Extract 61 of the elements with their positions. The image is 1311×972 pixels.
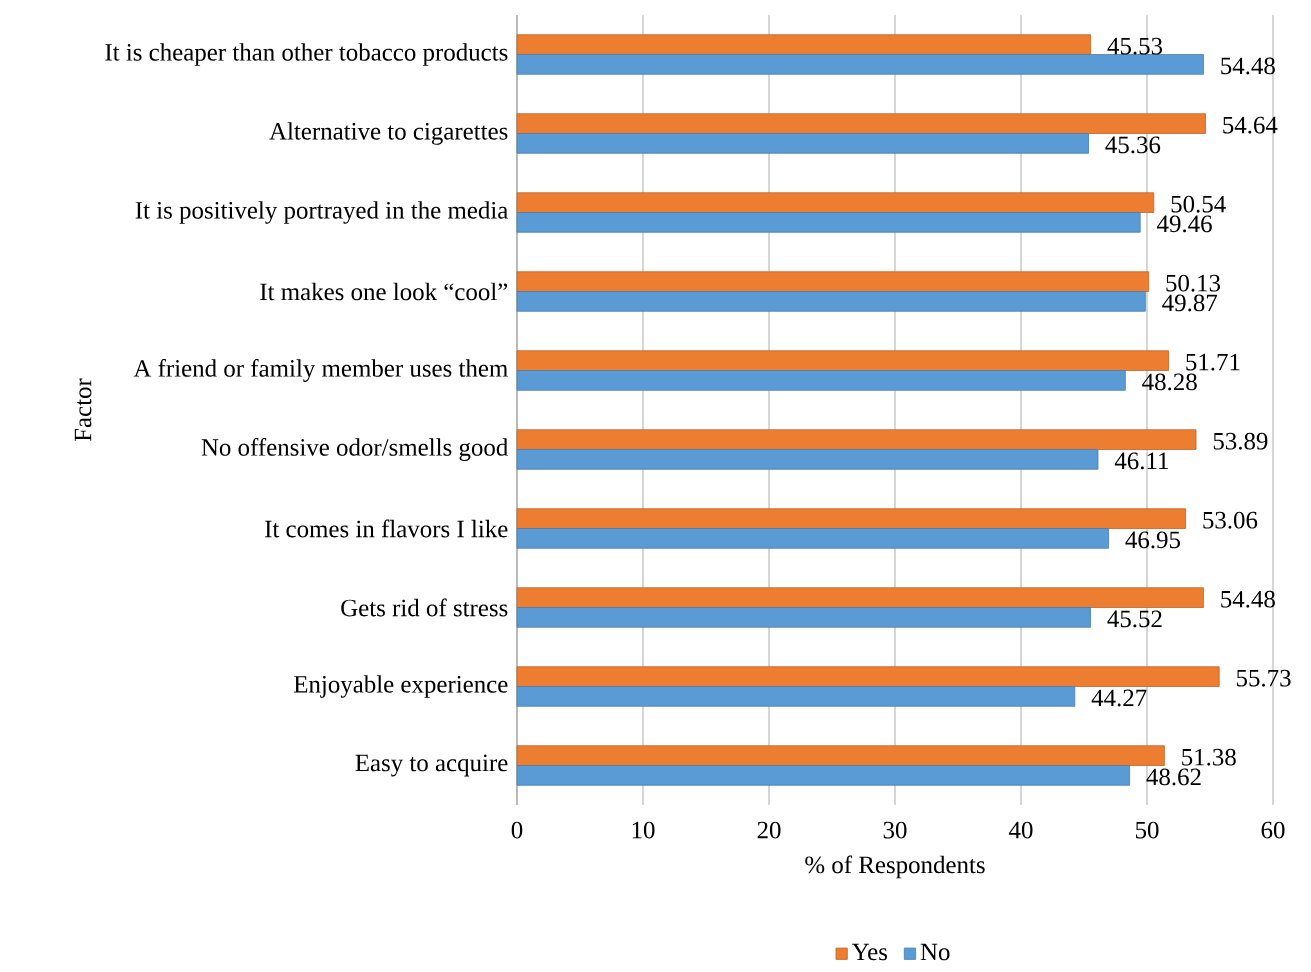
data-label: 48.28 xyxy=(1142,373,1197,391)
bar xyxy=(516,34,1092,55)
bar xyxy=(516,370,1126,391)
bar xyxy=(516,765,1131,786)
bar xyxy=(516,54,1204,75)
legend-label: Yes xyxy=(851,943,888,961)
bar xyxy=(516,212,1141,233)
bar xyxy=(516,508,1186,529)
bar xyxy=(516,113,1206,134)
bar xyxy=(516,291,1146,312)
y-tick-label: It comes in flavors I like xyxy=(265,519,508,538)
data-label: 45.53 xyxy=(1107,37,1163,55)
bar xyxy=(516,350,1169,371)
bar xyxy=(516,192,1155,213)
y-tick-label: Alternative to cigarettes xyxy=(269,122,508,145)
y-tick-label: A friend or family member uses them xyxy=(133,359,508,382)
data-label: 49.87 xyxy=(1162,294,1218,312)
y-tick-label: Gets rid of stress xyxy=(341,598,508,617)
legend-label: No xyxy=(920,943,950,961)
data-label: 55.73 xyxy=(1236,669,1291,687)
y-tick-label: Enjoyable experience xyxy=(293,675,508,698)
x-axis-title: % of Respondents xyxy=(805,855,985,879)
bar xyxy=(516,449,1099,470)
bar xyxy=(516,745,1165,766)
data-label: 50.13 xyxy=(1166,274,1221,292)
data-label: 49.46 xyxy=(1157,215,1212,233)
x-tick-label: 0 xyxy=(511,821,523,839)
bar xyxy=(516,528,1109,549)
bar xyxy=(516,666,1220,687)
bar xyxy=(516,587,1204,608)
x-tick-label: 30 xyxy=(883,821,907,839)
data-label: 46.11 xyxy=(1114,452,1168,470)
data-label: 54.64 xyxy=(1223,116,1278,134)
bar xyxy=(516,686,1076,707)
y-axis-title: Factor xyxy=(74,378,92,442)
bar xyxy=(516,133,1089,154)
x-tick-label: 50 xyxy=(1135,821,1159,839)
y-tick-label: Easy to acquire xyxy=(355,754,508,777)
data-label: 53.89 xyxy=(1213,432,1268,450)
bar xyxy=(516,429,1197,450)
data-label: 48.62 xyxy=(1146,768,1201,786)
data-label: 54.48 xyxy=(1221,57,1275,75)
data-label: 54.48 xyxy=(1221,590,1275,608)
x-tick-label: 40 xyxy=(1009,821,1033,839)
data-label: 50.54 xyxy=(1171,195,1226,213)
data-label: 44.27 xyxy=(1091,689,1147,707)
bar xyxy=(516,607,1091,628)
y-tick-label: It is positively portrayed in the media xyxy=(135,201,508,224)
x-tick-label: 60 xyxy=(1261,821,1285,839)
data-label: 46.95 xyxy=(1125,531,1180,549)
data-label: 51.71 xyxy=(1186,353,1240,371)
y-tick-label: It makes one look “cool” xyxy=(260,282,508,301)
y-tick-label: It is cheaper than other tobacco products xyxy=(105,43,508,66)
data-label: 53.06 xyxy=(1203,511,1258,529)
x-tick-label: 10 xyxy=(632,821,655,839)
y-tick-label: No offensive odor/smells good xyxy=(201,438,508,461)
data-label: 45.52 xyxy=(1107,610,1162,628)
data-label: 51.38 xyxy=(1182,748,1236,766)
x-tick-label: 20 xyxy=(757,821,781,839)
bar xyxy=(516,271,1150,292)
data-label: 45.36 xyxy=(1105,136,1161,154)
